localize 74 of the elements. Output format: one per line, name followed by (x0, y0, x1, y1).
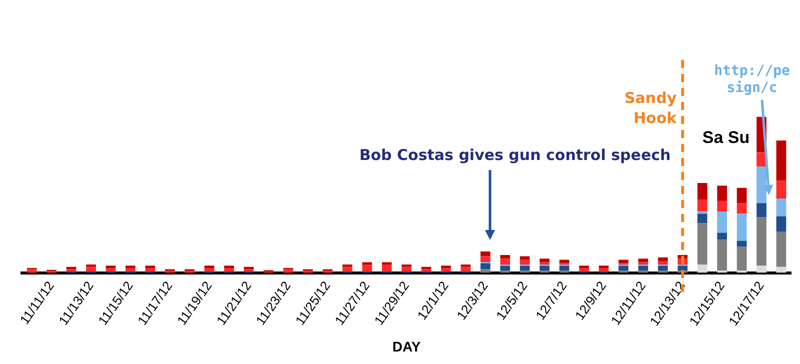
bar (736, 203, 747, 214)
bar (145, 268, 156, 272)
bar (382, 264, 392, 272)
bar (540, 266, 550, 270)
bar (106, 268, 116, 272)
bar (658, 260, 668, 265)
bar (756, 166, 766, 204)
bar (283, 269, 294, 273)
bar (756, 266, 766, 273)
bar (244, 269, 254, 272)
bar (717, 186, 727, 201)
bar (776, 140, 786, 181)
bar (480, 269, 490, 273)
bar (697, 223, 708, 265)
bar (598, 268, 609, 272)
bar (520, 256, 530, 260)
bar (697, 264, 708, 273)
bar (520, 266, 530, 270)
bar (500, 258, 510, 265)
x-axis-title: DAY (392, 338, 422, 354)
bar (776, 198, 786, 216)
bar (500, 255, 510, 259)
bar (382, 262, 392, 265)
bar (776, 231, 786, 267)
bar (559, 260, 570, 264)
bar (658, 257, 668, 261)
bar (658, 266, 668, 270)
bar (717, 232, 727, 240)
bar (126, 268, 136, 272)
bar (618, 260, 628, 264)
bar (638, 258, 648, 262)
bar (579, 268, 589, 272)
bar (638, 266, 648, 270)
bar (697, 214, 708, 224)
bar (421, 269, 432, 272)
annotation: Bob Costas gives gun control speech (359, 146, 671, 164)
bar (460, 266, 471, 272)
bar (717, 200, 727, 212)
bar (638, 262, 648, 265)
bar (500, 266, 510, 270)
bar (717, 212, 727, 233)
bar (697, 200, 708, 212)
bar (756, 203, 766, 218)
bar (441, 268, 451, 272)
bar (480, 256, 490, 262)
bar (736, 240, 747, 247)
bar (66, 269, 76, 272)
bar (776, 216, 786, 232)
bar (736, 214, 747, 241)
bar (678, 266, 688, 270)
ref-line-label: Sandy Hook (624, 89, 678, 127)
bar (540, 262, 550, 265)
bar (736, 246, 747, 270)
bar (224, 268, 234, 272)
bar (480, 251, 490, 256)
bar (520, 260, 530, 265)
bar (756, 217, 766, 266)
bar (362, 264, 372, 272)
bar (540, 258, 550, 262)
text: http://pe sign/c (714, 63, 790, 96)
bar (402, 266, 412, 272)
annotation: Sa Su (702, 128, 750, 147)
bar (342, 266, 352, 272)
bar (26, 269, 37, 273)
bar (480, 263, 490, 270)
bar (86, 266, 96, 272)
bar (736, 188, 747, 204)
bar (204, 268, 214, 272)
bar (618, 266, 628, 270)
bar (362, 262, 372, 265)
bar (559, 266, 570, 270)
bar (717, 240, 727, 270)
bar (776, 180, 786, 198)
bar (697, 183, 708, 200)
